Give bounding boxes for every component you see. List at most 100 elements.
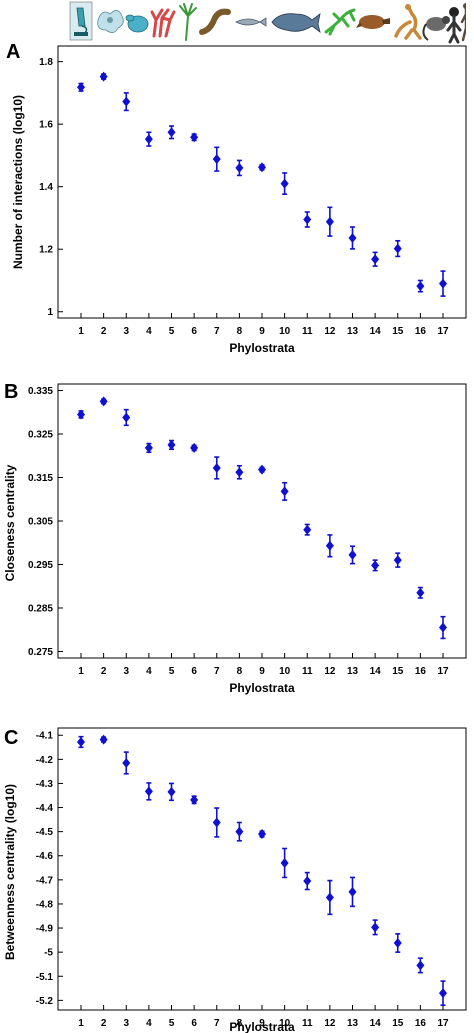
y-tick-label: -4.6 bbox=[36, 851, 54, 862]
y-axis-label: Closeness centrality bbox=[3, 464, 17, 581]
data-point bbox=[190, 442, 199, 453]
y-tick-label: 1.4 bbox=[39, 182, 53, 193]
data-point bbox=[325, 879, 334, 916]
data-point bbox=[167, 125, 176, 140]
diamond-marker bbox=[416, 960, 425, 971]
diamond-marker bbox=[371, 254, 380, 265]
data-point bbox=[235, 464, 244, 480]
x-axis-label: Phylostrata bbox=[229, 341, 295, 355]
diamond-marker bbox=[371, 922, 380, 933]
y-tick-label: 1 bbox=[47, 307, 53, 318]
y-tick-label: 0.315 bbox=[28, 473, 53, 484]
data-point bbox=[258, 464, 266, 475]
x-tick-label: 15 bbox=[392, 326, 404, 337]
x-tick-label: 12 bbox=[324, 1018, 336, 1029]
interactions-chart: A 11.21.41.61.8 1 2 3 4 5 6 7 8 9 10 11 12 13 14 15 16 1… bbox=[6, 41, 467, 355]
lemur-icon bbox=[422, 16, 450, 41]
data-point bbox=[280, 847, 289, 879]
y-tick-label: -4.7 bbox=[36, 875, 54, 886]
diamond-marker bbox=[439, 988, 447, 999]
diamond-marker bbox=[144, 786, 153, 797]
panel-letter: B bbox=[4, 381, 18, 403]
data-point bbox=[303, 871, 312, 891]
data-point bbox=[235, 821, 244, 842]
diamond-marker bbox=[393, 555, 402, 566]
diamond-marker bbox=[416, 281, 425, 292]
worm-icon bbox=[199, 8, 231, 35]
x-tick-label: 14 bbox=[370, 666, 382, 677]
x-tick-label: 13 bbox=[347, 326, 359, 337]
diamond-marker bbox=[439, 622, 447, 633]
x-tick-label: 5 bbox=[169, 666, 175, 677]
diamond-marker bbox=[393, 937, 402, 948]
data-point bbox=[212, 456, 221, 480]
diamond-marker bbox=[190, 132, 199, 143]
x-tick-label: 1 bbox=[78, 666, 84, 677]
diamond-marker bbox=[235, 826, 244, 837]
data-point bbox=[416, 586, 425, 599]
diamond-marker bbox=[167, 786, 176, 797]
lizard-icon bbox=[324, 8, 356, 36]
y-tick-label: -4.3 bbox=[36, 779, 54, 790]
x-tick-label: 11 bbox=[302, 1018, 313, 1029]
diamond-marker bbox=[235, 162, 244, 173]
yeast-icon bbox=[125, 14, 149, 33]
data-point bbox=[144, 131, 153, 147]
data-points bbox=[77, 734, 447, 1006]
y-tick-label: 0.295 bbox=[28, 560, 53, 571]
x-tick-label: 6 bbox=[191, 326, 197, 337]
diamond-marker bbox=[167, 127, 176, 138]
x-tick-label: 15 bbox=[392, 666, 404, 677]
diamond-marker bbox=[190, 794, 199, 805]
diamond-marker bbox=[122, 96, 131, 107]
x-tick-label: 4 bbox=[146, 666, 152, 677]
diamond-marker bbox=[167, 439, 176, 450]
diamond-marker bbox=[280, 857, 289, 868]
x-tick-label: 11 bbox=[302, 666, 313, 677]
x-tick-label: 7 bbox=[214, 666, 220, 677]
y-tick-label: -4.8 bbox=[36, 899, 54, 910]
data-point bbox=[439, 615, 447, 640]
data-point bbox=[303, 523, 312, 536]
data-point bbox=[77, 409, 85, 420]
y-tick-label: -5 bbox=[44, 948, 53, 959]
data-point bbox=[348, 545, 357, 565]
x-tick-label: 5 bbox=[169, 326, 175, 337]
data-point bbox=[212, 146, 221, 172]
y-axis: 1 1.2 1.4 1.6 1.8 bbox=[39, 57, 63, 318]
diamond-marker bbox=[439, 278, 447, 289]
diamond-marker bbox=[77, 409, 85, 420]
y-axis-label: Betweenness centrality (log10) bbox=[3, 784, 17, 960]
diamond-marker bbox=[303, 524, 312, 535]
data-point bbox=[258, 829, 266, 840]
data-point bbox=[439, 980, 447, 1006]
phylostrata-organism-strip bbox=[69, 1, 466, 44]
data-point bbox=[99, 396, 108, 407]
diamond-marker bbox=[77, 736, 85, 747]
data-point bbox=[280, 172, 289, 195]
x-tick-label: 4 bbox=[146, 326, 152, 337]
x-tick-label: 9 bbox=[259, 666, 265, 677]
x-axis-label: Phylostrata bbox=[229, 1020, 295, 1033]
diamond-marker bbox=[258, 829, 266, 840]
data-point bbox=[439, 270, 447, 297]
y-tick-label: -5.1 bbox=[36, 972, 54, 983]
data-point bbox=[99, 71, 108, 82]
x-tick-label: 17 bbox=[437, 326, 449, 337]
y-tick-label: 0.335 bbox=[28, 386, 53, 397]
microscope-icon bbox=[69, 1, 93, 41]
kangaroo-icon bbox=[394, 4, 422, 40]
x-tick-label: 14 bbox=[370, 1018, 382, 1029]
x-axis: 1 2 3 4 5 6 7 8 9 10 11 12 13 14 15 16 17 bbox=[78, 1005, 449, 1029]
data-point bbox=[325, 206, 334, 237]
x-tick-label: 6 bbox=[191, 666, 197, 677]
data-point bbox=[325, 534, 334, 558]
x-tick-label: 16 bbox=[415, 1018, 427, 1029]
x-tick-label: 2 bbox=[101, 666, 107, 677]
x-tick-label: 17 bbox=[437, 1018, 449, 1029]
diamond-marker bbox=[122, 412, 131, 423]
data-point bbox=[122, 751, 131, 775]
x-tick-label: 5 bbox=[169, 1018, 175, 1029]
x-tick-label: 4 bbox=[146, 1018, 152, 1029]
data-point bbox=[144, 782, 153, 801]
